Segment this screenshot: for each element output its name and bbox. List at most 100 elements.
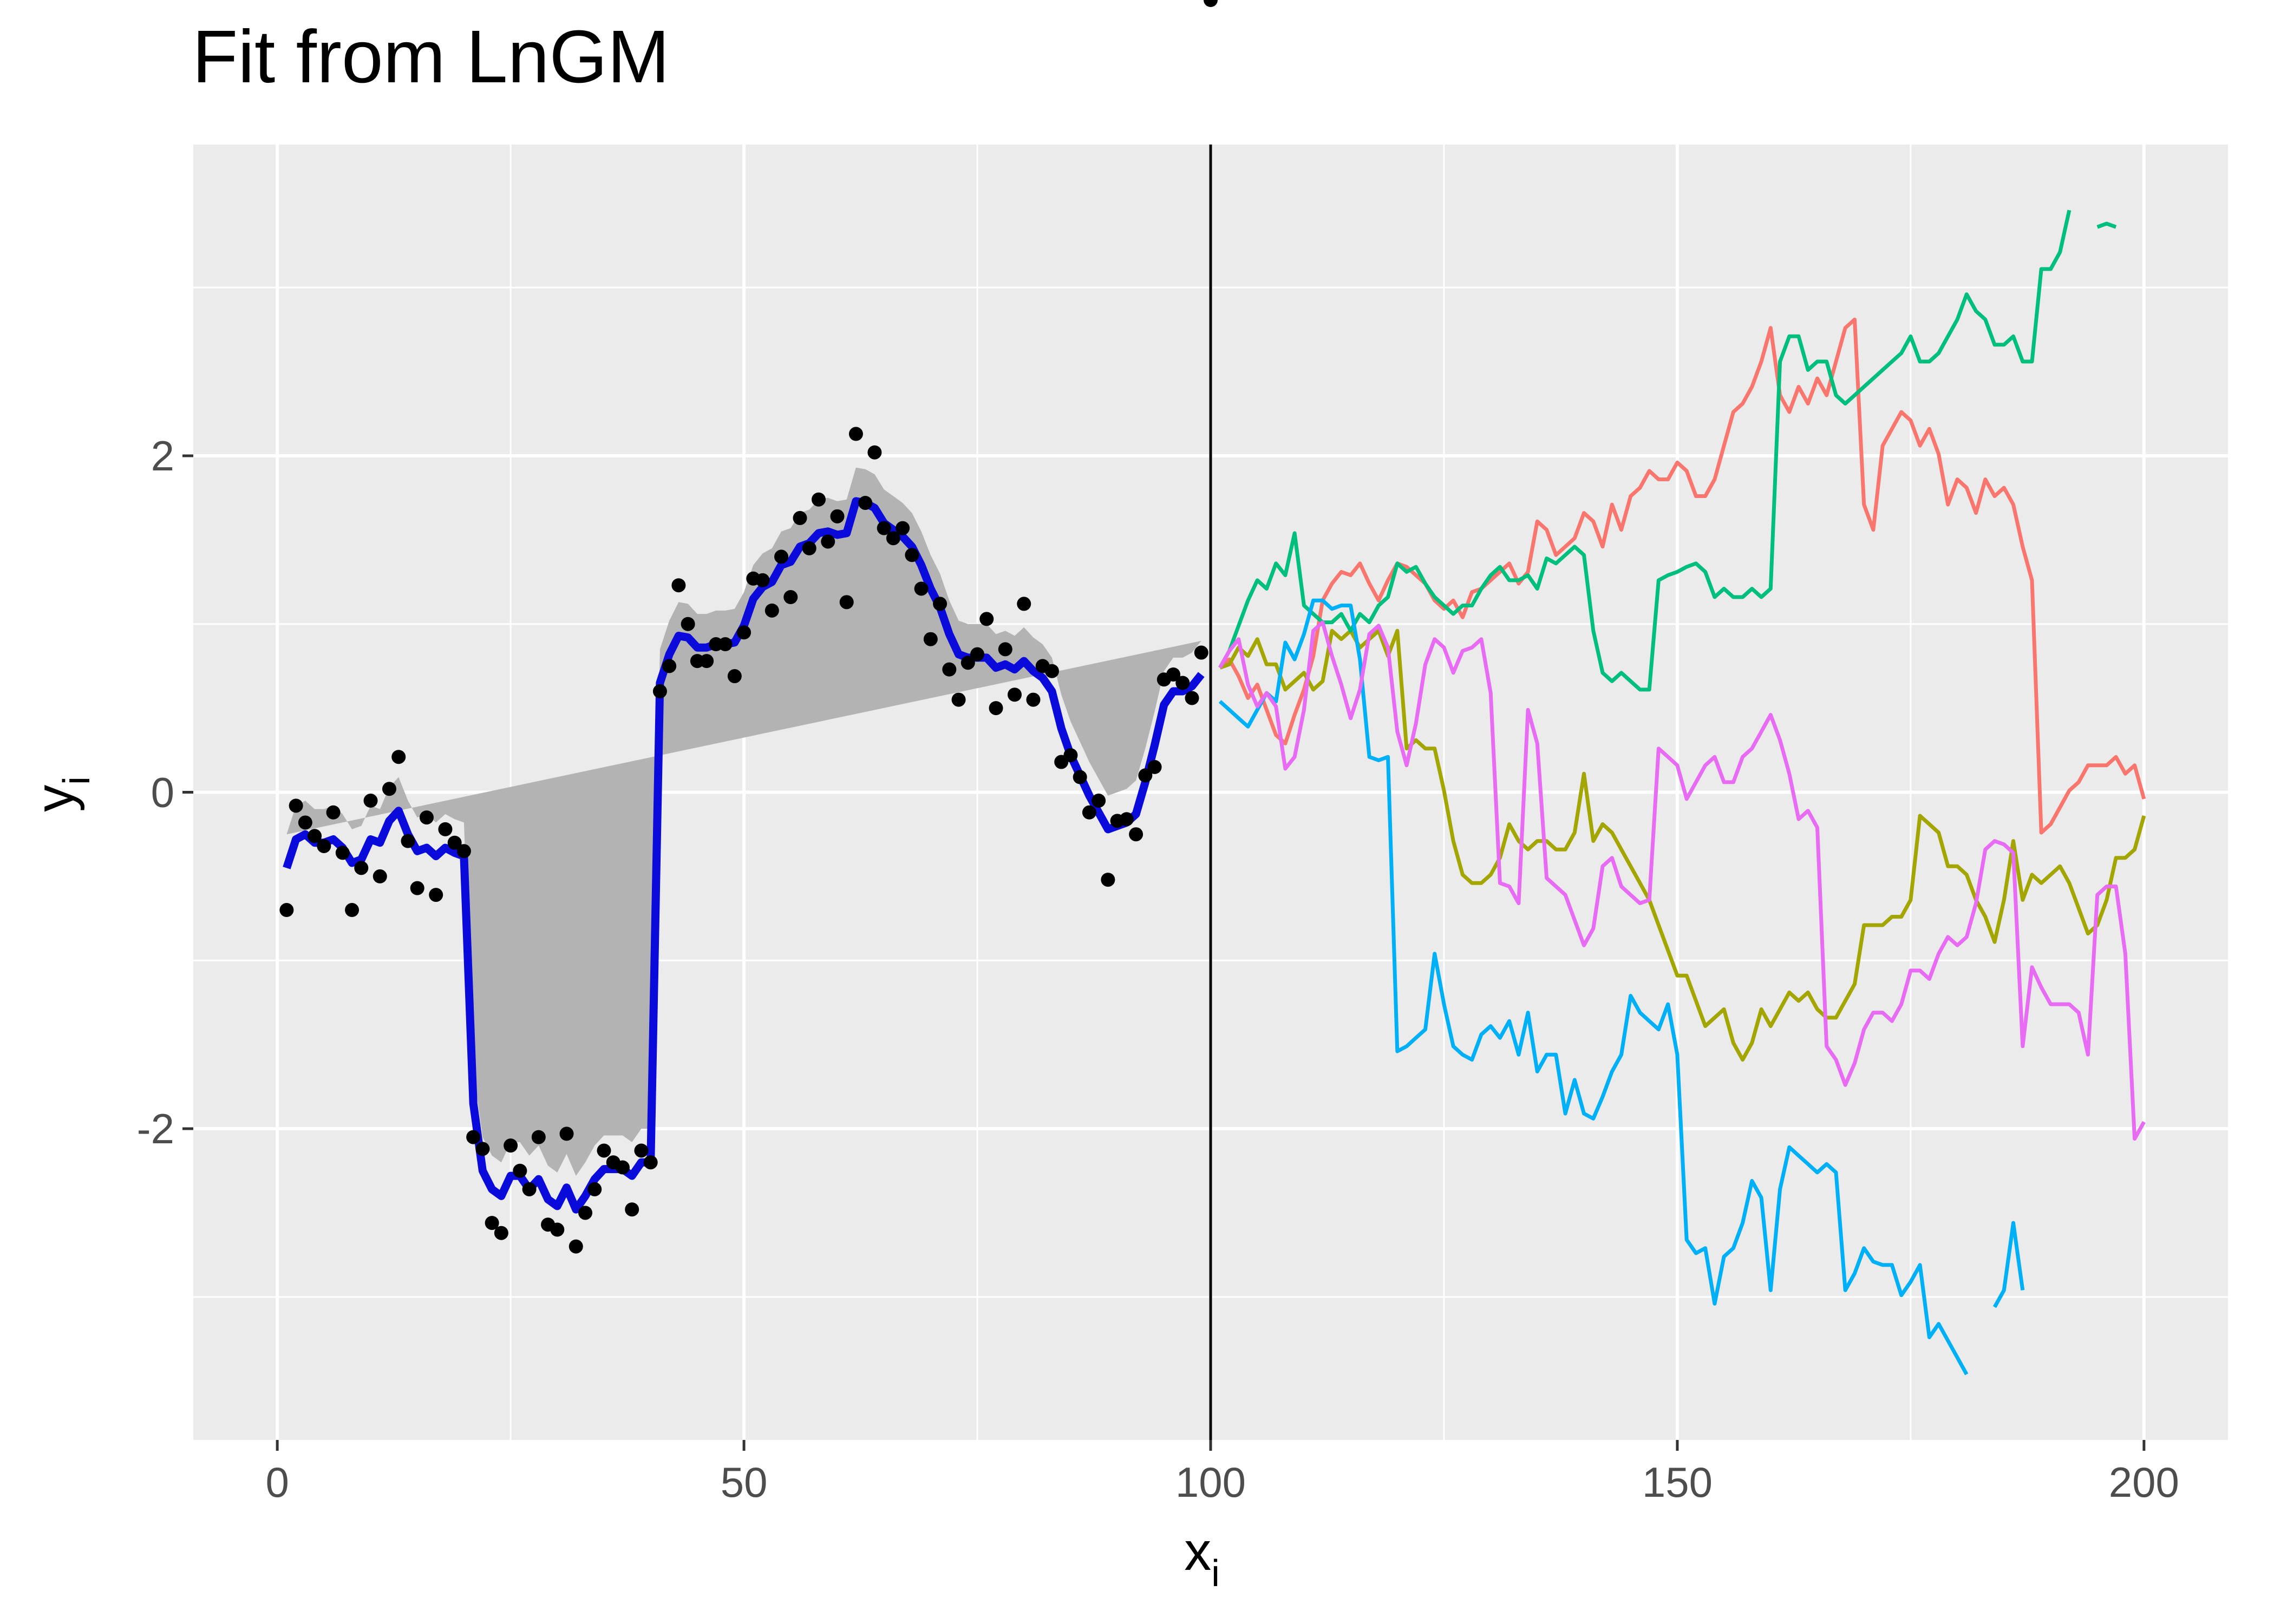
observed-point [1063,748,1078,763]
observed-point [419,810,434,825]
x-tick-label: 50 [721,1458,768,1506]
observed-point [671,578,686,593]
observed-point [447,835,462,850]
x-axis: 0 50 100 150 200 [265,1440,2179,1506]
observed-point [718,637,733,652]
observed-point [764,603,779,618]
observed-point [1101,873,1115,887]
observed-point [755,573,770,587]
observed-point [466,1130,481,1144]
y-axis-label-sub: i [55,776,97,785]
simulated-series-lines [1218,209,2146,1376]
x-axis-label-sub: i [1211,1552,1220,1594]
observed-point [1166,667,1181,682]
observed-point [877,521,891,535]
observed-point [485,1216,499,1230]
observed-point [821,534,835,549]
x-axis-label: xi [1184,1521,1220,1594]
observed-point [354,861,369,875]
observed-point [279,903,294,918]
observed-point [634,1143,649,1158]
confidence-band-area [286,467,1201,1176]
series-line-5 [1218,620,2146,1141]
observed-point [531,1130,546,1144]
observed-point [1204,0,1218,7]
observed-point [830,509,845,523]
observed-point [373,869,387,883]
y-axis: -2 0 2 [137,432,193,1152]
observed-point [550,1222,565,1237]
series-line-4 [1218,598,2025,1376]
chart-title: Fit from LnGM [192,15,670,99]
x-tick-label: 100 [1175,1458,1246,1506]
y-tick-label: 2 [151,432,174,480]
observed-point [317,839,331,853]
observed-point [970,647,985,662]
observed-point [793,510,807,525]
observed-point [858,495,873,510]
observed-point [1017,597,1031,611]
observed-point [700,654,714,669]
series-line-2 [1219,628,2146,1062]
observed-point [848,427,863,441]
observed-point [401,834,415,848]
observed-point [914,581,929,596]
observed-point [597,1143,611,1158]
observed-point [298,815,312,830]
observed-point [625,1202,639,1217]
x-tick-label: 0 [265,1458,289,1506]
observed-point [504,1138,518,1153]
observed-point [587,1182,602,1196]
observed-point [998,642,1012,657]
observed-point [662,659,677,673]
y-axis-label-main: y [24,785,85,812]
y-tick-label: -2 [137,1105,174,1152]
observed-point [896,521,910,535]
x-axis-label-main: x [1184,1521,1211,1582]
observed-point [839,595,854,610]
series-line-3 [1218,209,2117,692]
observed-point [1073,770,1087,784]
observed-point [933,597,948,611]
observed-point [1119,812,1134,827]
observed-point [559,1127,574,1141]
y-tick-label: 0 [151,769,174,816]
observed-point [568,1239,583,1254]
observed-point [1175,676,1190,690]
observed-point [652,684,667,699]
observed-point [643,1155,658,1170]
observed-point [289,798,303,813]
observed-point [1185,691,1199,705]
observed-point [783,590,798,604]
observed-point [774,549,789,564]
observed-point [522,1182,537,1196]
observed-point [942,662,957,677]
observed-point [867,445,882,460]
observed-point [1044,664,1059,678]
x-tick-label: 150 [1642,1458,1713,1506]
observed-point [1194,645,1208,660]
observed-point [905,548,919,562]
observed-point [363,794,378,808]
observed-point [811,492,826,507]
observed-point [615,1160,630,1175]
observed-point [1026,692,1041,707]
observed-point [737,625,752,640]
observed-point [681,617,695,631]
observed-point [886,531,900,546]
observed-point [391,750,406,764]
observed-points [279,0,1218,1254]
observed-point [494,1226,508,1240]
series-line-1 [1218,317,2146,835]
observed-point [410,881,424,895]
x-tick-label: 200 [2109,1458,2179,1506]
observed-point [989,701,1003,716]
y-axis-label: yi [24,776,97,812]
observed-point [1129,827,1143,842]
observed-point [513,1163,527,1178]
observed-point [382,782,397,796]
observed-point [1147,759,1162,774]
observed-point [1138,768,1153,783]
observed-point [335,846,350,860]
